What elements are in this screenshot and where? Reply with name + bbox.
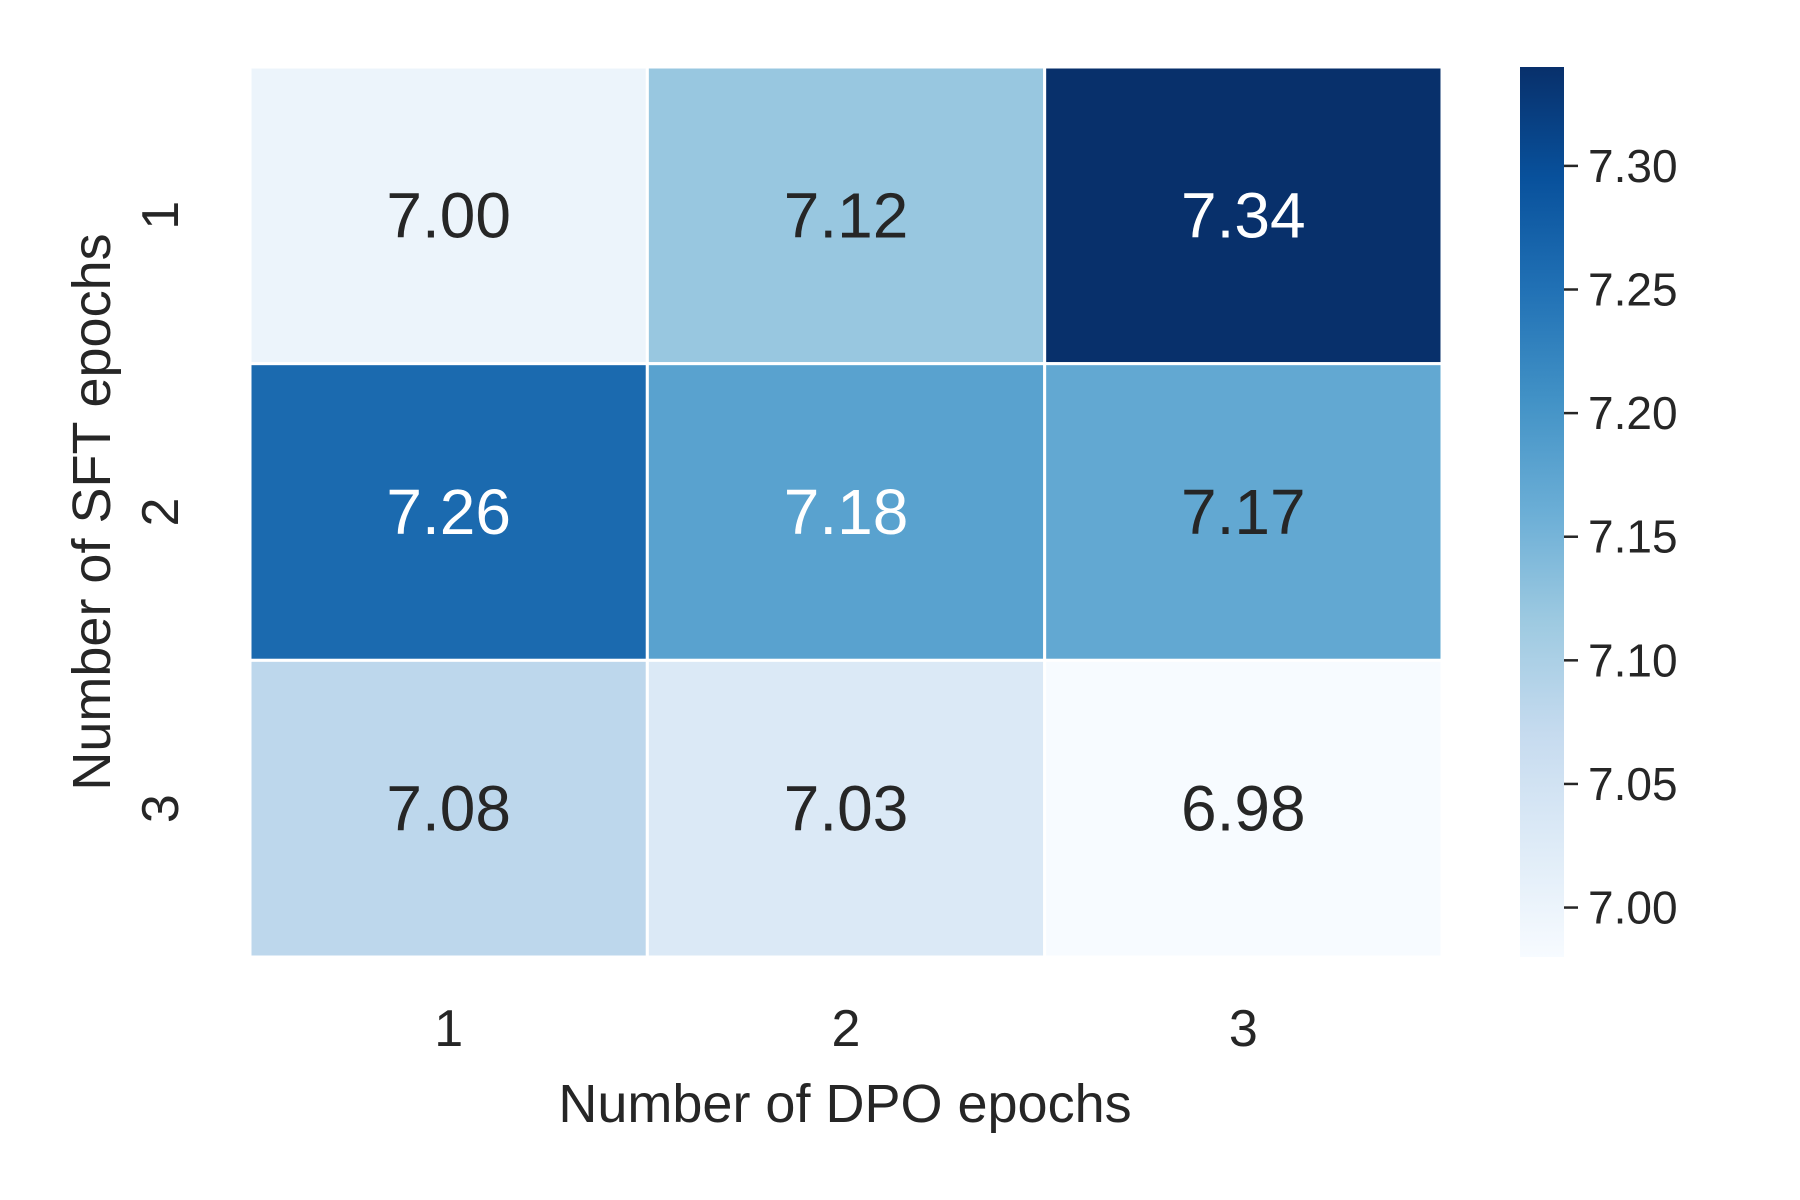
x-axis-ticks: 1 2 3 [434,1000,1258,1058]
x-tick-label-1: 1 [434,1000,463,1058]
heatmap-cell-r1-c3 [1043,65,1444,366]
heatmap-cell-r1-c1 [248,65,649,366]
colorbar-gradient [1520,67,1564,957]
cell-value-label-r3-c2: 7.03 [784,773,909,845]
heatmap-cell-r1-c2 [645,65,1047,366]
cell-value-label-r3-c1: 7.08 [386,773,511,845]
colorbar: 7.00 7.05 7.10 7.15 7.20 7.25 7.30 [1520,67,1678,957]
x-tick-label-2: 2 [832,1000,861,1058]
colorbar-ticks: 7.00 7.05 7.10 7.15 7.20 7.25 7.30 [1564,140,1678,934]
y-axis-label: Number of SFT epochs [62,233,122,790]
heatmap-cell-r2-c1 [248,362,649,662]
heatmap-cell-r3-c2 [645,658,1047,959]
colorbar-tick-label-3: 7.10 [1588,634,1678,686]
colorbar-tick-label-4: 7.15 [1588,511,1678,563]
cell-value-label-r3-c3: 6.98 [1181,773,1306,845]
colorbar-tick-label-6: 7.25 [1588,264,1678,316]
y-axis-ticks: 1 2 3 [132,201,190,823]
colorbar-tick-label-2: 7.05 [1588,758,1678,810]
heatmap-cell-r2-c3 [1043,362,1444,662]
colorbar-tick-label-5: 7.20 [1588,387,1678,439]
cell-value-labels: 7.00 7.12 7.34 7.26 7.18 7.17 7.08 7.03 6.98 [386,179,1305,844]
heatmap-cell-r3-c1 [248,658,649,959]
cell-value-label-r1-c1: 7.00 [386,179,511,251]
cell-value-label-r2-c1: 7.26 [386,476,511,548]
x-tick-label-3: 3 [1229,1000,1258,1058]
heatmap-cells [248,65,1444,959]
cell-value-label-r2-c2: 7.18 [784,476,909,548]
x-axis-label: Number of DPO epochs [558,1074,1131,1134]
cell-value-label-r1-c2: 7.12 [784,179,909,251]
y-tick-label-3: 3 [132,794,190,823]
heatmap-cell-r3-c3 [1043,658,1444,959]
colorbar-tick-label-1: 7.00 [1588,882,1678,934]
y-tick-label-1: 1 [132,201,190,230]
cell-value-label-r1-c3: 7.34 [1181,179,1306,251]
colorbar-tick-label-7: 7.30 [1588,140,1678,192]
heatmap-cell-r2-c2 [645,362,1047,662]
cell-value-label-r2-c3: 7.17 [1181,476,1306,548]
y-tick-label-2: 2 [132,498,190,527]
